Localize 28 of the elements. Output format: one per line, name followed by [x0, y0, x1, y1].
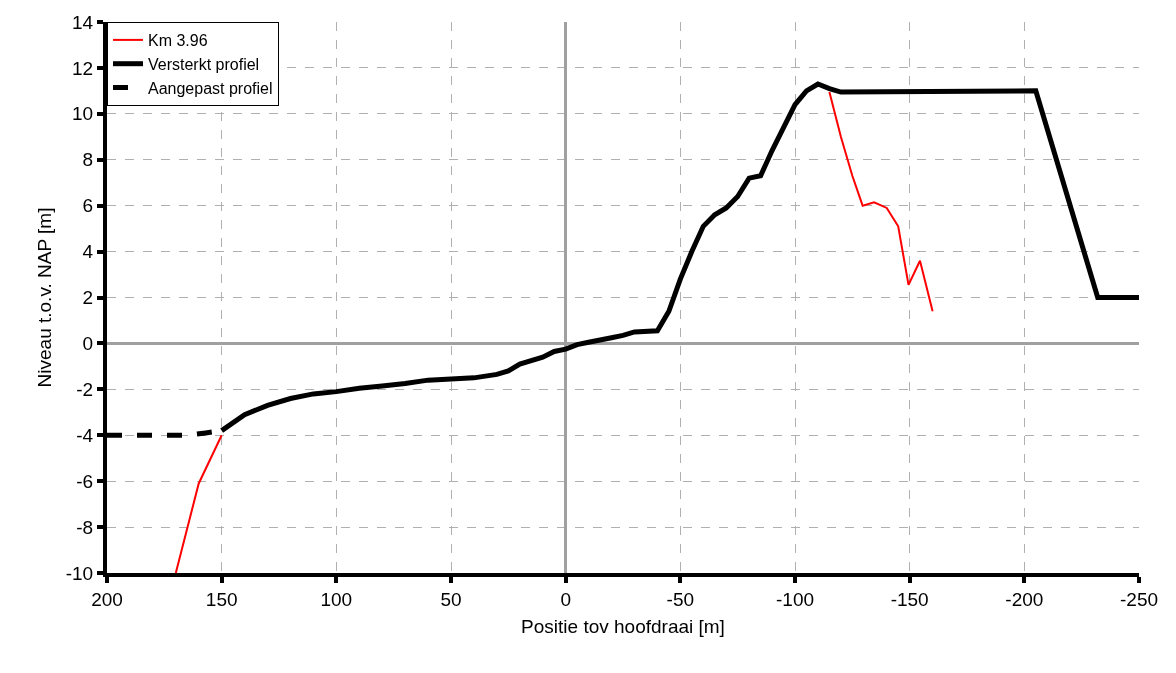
y-tick-label: 14 [72, 11, 94, 33]
y-tick-label: 8 [82, 149, 94, 171]
y-axis-title: Niveau t.o.v. NAP [m] [34, 207, 56, 388]
x-tick-label: 200 [91, 588, 123, 610]
y-tick-label: 4 [82, 241, 94, 263]
x-tick-label: 0 [560, 588, 571, 610]
y-tick-label: -8 [76, 516, 94, 538]
y-tick-label: -10 [65, 562, 94, 584]
y-tick-label: 10 [72, 103, 94, 125]
x-tick-label: 50 [440, 588, 462, 610]
x-tick-label: -200 [1005, 588, 1044, 610]
legend-label: Aangepast profiel [148, 79, 273, 97]
y-tick-label: -6 [76, 470, 94, 492]
legend-label: Versterkt profiel [148, 55, 260, 73]
x-axis-title: Positie tov hoofdraai [m] [521, 616, 725, 638]
y-tick-label: 0 [82, 333, 94, 355]
x-tick-label: -50 [666, 588, 695, 610]
x-tick-label: -100 [775, 588, 815, 610]
y-tick-label: -2 [76, 378, 94, 400]
y-tick-label: -4 [76, 424, 94, 446]
x-tick-label: 150 [205, 588, 238, 610]
y-tick-label: 6 [82, 195, 94, 217]
x-tick-label: -150 [890, 588, 929, 610]
y-tick-label: 2 [82, 287, 94, 309]
x-tick-label: -250 [1119, 588, 1159, 610]
legend-label: Km 3.96 [148, 32, 208, 50]
x-tick-label: 100 [320, 588, 353, 610]
y-tick-label: 12 [72, 57, 94, 79]
